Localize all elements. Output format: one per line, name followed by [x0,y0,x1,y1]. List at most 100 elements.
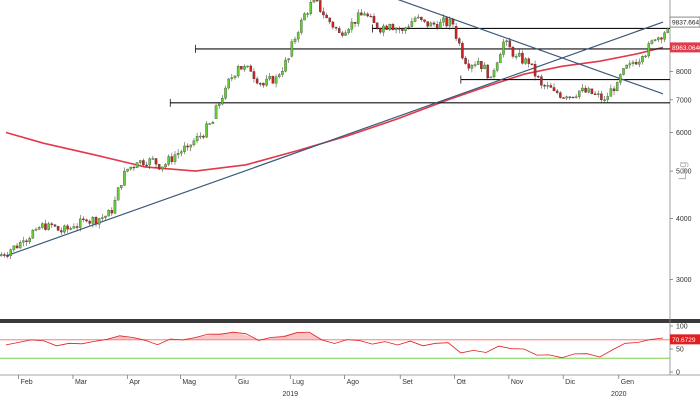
candle-body [28,238,31,243]
candle-body [9,249,12,256]
candle-body [167,156,170,165]
candle-body [300,19,303,33]
candle-body [25,240,28,243]
candle-body [641,56,644,63]
candle-body [120,185,123,188]
candle-body [619,74,622,83]
rsi-value-label: 70.6729 [672,337,696,344]
candle-body [189,144,193,148]
candle-body [464,57,467,64]
candle-body [458,38,461,44]
candle-body [366,13,369,17]
candle-body [271,76,275,84]
candle-body [625,64,628,69]
candle-body [312,0,316,3]
candle-body [110,210,114,214]
candle-body [407,26,410,28]
candle-body [518,52,521,57]
candle-body [420,16,423,20]
candle-body [502,41,505,55]
candle-body [363,13,366,16]
candle-body [78,218,82,228]
candle-body [555,90,559,93]
candle-body [385,25,388,30]
candle-body [243,66,246,70]
candle-body [123,170,126,186]
candle-body [37,227,41,230]
candle-body [350,21,354,30]
candle-body [533,63,537,77]
last-price-label: 9837.6641 [672,20,700,27]
candle-body [603,99,606,101]
candle-body [259,83,262,85]
candle-body [138,160,142,163]
panel-separator [0,319,700,323]
candle-body [505,40,508,43]
candle-body [290,41,294,57]
log-scale-label: Log [677,162,689,180]
candle-body [653,39,657,41]
candle-body [132,166,136,169]
x-tick-label: Ago [347,379,360,386]
x-year-label: 2020 [611,391,627,398]
x-tick-label: Set [402,379,413,386]
candle-body [404,27,407,31]
rsi-value-label-box [670,334,700,345]
candle-body [536,75,540,78]
candle-body [514,56,518,58]
candle-body [284,59,287,72]
candle-body [631,61,635,64]
candle-body [483,64,486,70]
candle-body [69,228,73,230]
candle-body [50,223,54,225]
candle-body [543,85,546,87]
candle-body [540,76,543,86]
candle-body [18,242,22,249]
ma-value-label-box [670,42,700,53]
x-tick-label: Mag [182,379,196,386]
candle-body [391,24,395,31]
candle-body [372,16,376,23]
candle-body [426,21,429,27]
candle-body [562,97,565,99]
candle-body [439,21,442,29]
candle-body [255,78,259,84]
candle-body [574,96,578,98]
candle-body [157,164,161,170]
candle-body [217,103,221,106]
candle-body [116,187,120,201]
candle-body [161,166,164,170]
candle-body [360,12,363,16]
candle-body [66,225,69,230]
candle-body [435,24,439,29]
candle-body [85,219,88,222]
candle-body [442,17,445,23]
candle-body [101,217,104,219]
ma-value-label: 8963.0640 [672,45,700,52]
candle-body [208,123,211,125]
candle-body [388,24,392,30]
candle-body [12,245,16,250]
candle-body [15,245,19,249]
rsi-line [5,331,664,359]
candle-body [296,32,300,40]
candle-body [113,199,117,214]
candle-body [183,145,186,152]
candle-body [6,255,9,257]
candle-body [334,27,338,29]
candle-body [224,87,227,99]
candle-body [22,240,25,243]
candle-body [281,71,284,75]
candle-body [470,64,474,69]
candle-body [511,46,515,57]
candle-body [546,85,549,87]
candle-body [473,64,477,66]
candle-body [467,63,470,69]
candle-body [274,76,278,84]
candle-body [328,17,332,23]
candle-body [590,88,594,94]
candle-body [236,66,240,77]
candle-body [331,21,335,28]
candle-body [0,254,3,257]
